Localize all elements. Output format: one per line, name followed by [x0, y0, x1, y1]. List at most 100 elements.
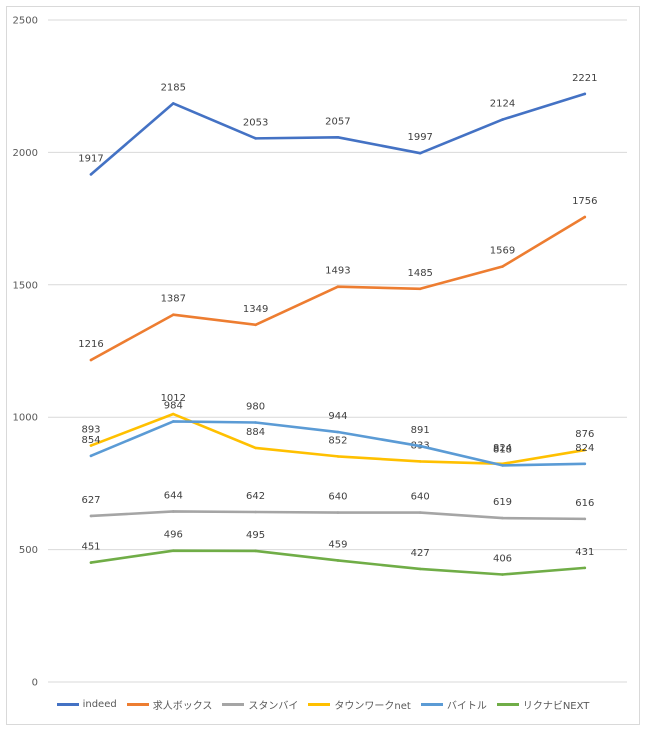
- data-label: 1012: [161, 393, 186, 404]
- data-point: [418, 460, 422, 463]
- data-point: [583, 448, 587, 452]
- legend-swatch: [222, 703, 245, 706]
- data-label: 884: [246, 427, 265, 438]
- data-point: [89, 561, 93, 564]
- data-point: [418, 567, 422, 571]
- data-point: [583, 517, 587, 521]
- data-label: 984: [164, 400, 183, 411]
- data-label: 2185: [161, 82, 186, 93]
- data-label: 1493: [325, 266, 350, 277]
- data-label: 824: [493, 443, 512, 454]
- data-point: [172, 412, 175, 416]
- data-point: [583, 566, 587, 570]
- data-point: [172, 313, 175, 317]
- data-point: [418, 151, 422, 155]
- data-label: 2053: [243, 117, 268, 128]
- data-point: [501, 516, 504, 520]
- data-point: [254, 549, 257, 553]
- data-label: 893: [81, 425, 100, 436]
- data-point: [89, 444, 93, 447]
- data-point: [418, 444, 422, 448]
- data-point: [583, 462, 587, 466]
- data-point: [172, 102, 175, 105]
- line-chart: 0 500 1000 1500 2000 2500 1917 2185 2053 2057 1997…: [13, 16, 627, 689]
- data-label: 459: [328, 539, 347, 550]
- data-point: [336, 136, 340, 139]
- legend-swatch: [308, 703, 331, 706]
- legend-label: タウンワークnet: [334, 701, 411, 712]
- chart-legend: indeed 求人ボックス スタンバイ タウンワークnet バイトル リクナビNEXT: [0, 697, 646, 712]
- data-label: 616: [575, 498, 594, 509]
- legend-swatch: [56, 703, 79, 706]
- legend-item: リクナビNEXT: [496, 697, 590, 712]
- data-point: [583, 215, 587, 219]
- legend-item: 求人ボックス: [126, 697, 212, 712]
- data-point: [89, 358, 93, 362]
- data-label: 1387: [161, 294, 186, 305]
- data-label: 642: [246, 491, 265, 502]
- data-label: 427: [411, 548, 430, 559]
- data-point: [89, 514, 93, 518]
- data-label: 1216: [78, 339, 103, 350]
- data-point: [254, 421, 257, 424]
- data-point: [501, 573, 504, 576]
- data-label: 644: [164, 490, 183, 501]
- legend-swatch: [420, 703, 443, 706]
- legend-label: スタンバイ: [248, 701, 299, 712]
- data-label: 944: [328, 411, 347, 422]
- data-label: 1997: [407, 132, 432, 143]
- data-point: [418, 287, 422, 291]
- legend-label: リクナビNEXT: [522, 701, 590, 712]
- data-label: 1756: [572, 196, 597, 207]
- data-label: 627: [81, 495, 100, 506]
- data-label: 495: [246, 530, 265, 541]
- data-label: 1569: [490, 246, 515, 257]
- legend-item: タウンワークnet: [308, 697, 411, 712]
- data-label: 891: [411, 425, 430, 436]
- data-label: 876: [575, 429, 594, 440]
- data-point: [254, 446, 257, 450]
- data-label: 852: [328, 435, 347, 446]
- data-label: 1485: [407, 268, 432, 279]
- data-label: 1349: [243, 304, 268, 315]
- data-label: 824: [575, 443, 594, 454]
- data-point: [336, 430, 340, 434]
- data-point: [336, 511, 340, 514]
- data-point: [172, 420, 175, 423]
- data-point: [89, 454, 93, 458]
- data-point: [336, 559, 340, 562]
- y-tick-label: 1000: [13, 413, 38, 424]
- data-label: 980: [246, 401, 265, 412]
- data-label: 1917: [78, 153, 103, 164]
- y-tick-label: 0: [32, 678, 38, 689]
- data-point: [172, 549, 175, 552]
- data-point: [501, 464, 504, 467]
- data-point: [254, 137, 257, 140]
- data-point: [501, 118, 504, 121]
- legend-label: バイトル: [446, 701, 487, 712]
- data-label: 2057: [325, 116, 350, 127]
- legend-label: indeed: [82, 699, 117, 710]
- y-tick-label: 1500: [13, 280, 38, 291]
- data-point: [89, 173, 93, 176]
- data-point: [501, 265, 504, 268]
- data-point: [254, 510, 257, 514]
- data-label: 818: [493, 444, 512, 455]
- legend-item: indeed: [56, 697, 117, 712]
- legend-item: バイトル: [420, 697, 487, 712]
- legend-item: スタンバイ: [222, 697, 298, 712]
- chart-frame: [6, 6, 640, 725]
- data-label: 496: [164, 530, 183, 541]
- data-label: 406: [493, 553, 512, 564]
- y-tick-label: 2500: [13, 16, 38, 27]
- data-point: [254, 323, 257, 327]
- data-label: 619: [493, 497, 512, 508]
- y-tick-label: 500: [19, 545, 38, 556]
- series-line: [89, 215, 587, 362]
- data-label: 854: [81, 435, 100, 446]
- data-label: 2124: [490, 99, 515, 110]
- y-tick-label: 2000: [13, 148, 38, 159]
- legend-swatch: [126, 703, 149, 706]
- legend-swatch: [496, 703, 519, 706]
- data-label: 640: [411, 492, 430, 503]
